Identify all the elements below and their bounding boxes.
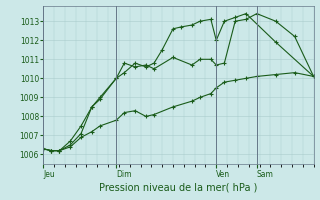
X-axis label: Pression niveau de la mer( hPa ): Pression niveau de la mer( hPa ) xyxy=(99,183,258,193)
